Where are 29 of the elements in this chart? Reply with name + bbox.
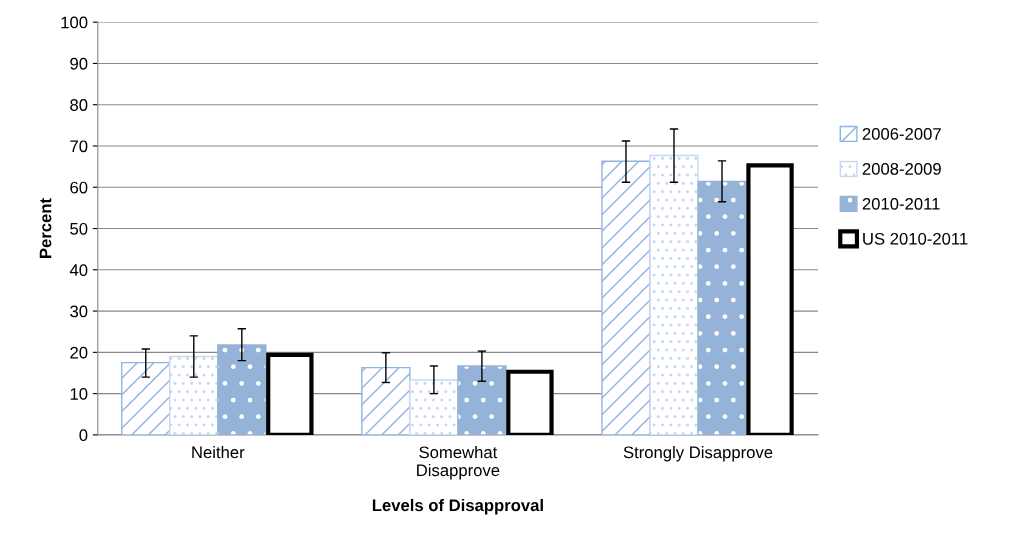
y-tick-label: 20 bbox=[70, 346, 88, 359]
y-tick-label: 100 bbox=[61, 16, 88, 29]
bar bbox=[217, 344, 267, 435]
x-axis-title: Levels of Disapproval bbox=[372, 498, 543, 515]
bar bbox=[361, 366, 411, 435]
bar bbox=[121, 361, 171, 435]
bar bbox=[697, 180, 747, 435]
y-tick-label: 30 bbox=[70, 305, 88, 318]
y-tick-label: 0 bbox=[79, 429, 88, 442]
bar bbox=[169, 355, 219, 435]
legend-label: US 2010-2011 bbox=[863, 232, 968, 245]
bar bbox=[409, 379, 459, 435]
x-tick-label: Strongly Disapprove bbox=[623, 446, 773, 462]
y-tick-label: 60 bbox=[70, 181, 88, 194]
y-tick-label: 90 bbox=[70, 57, 88, 70]
y-axis-title: Percent bbox=[39, 198, 52, 258]
y-tick-label: 50 bbox=[70, 222, 88, 235]
legend-label: 2010-2011 bbox=[862, 197, 940, 210]
y-tick-label: 10 bbox=[70, 388, 88, 400]
x-tick-label: Somewhat Disapprove bbox=[417, 446, 500, 480]
y-tick-label: 70 bbox=[70, 140, 88, 153]
legend-label: 2008-2009 bbox=[862, 162, 941, 175]
x-tick-label: Neither bbox=[192, 446, 245, 459]
bar bbox=[601, 160, 651, 435]
bar bbox=[457, 365, 507, 435]
legend-label: 2006-2007 bbox=[862, 128, 941, 140]
y-tick-label: 80 bbox=[70, 99, 88, 111]
y-tick-label: 40 bbox=[69, 264, 88, 276]
bar bbox=[649, 154, 699, 435]
